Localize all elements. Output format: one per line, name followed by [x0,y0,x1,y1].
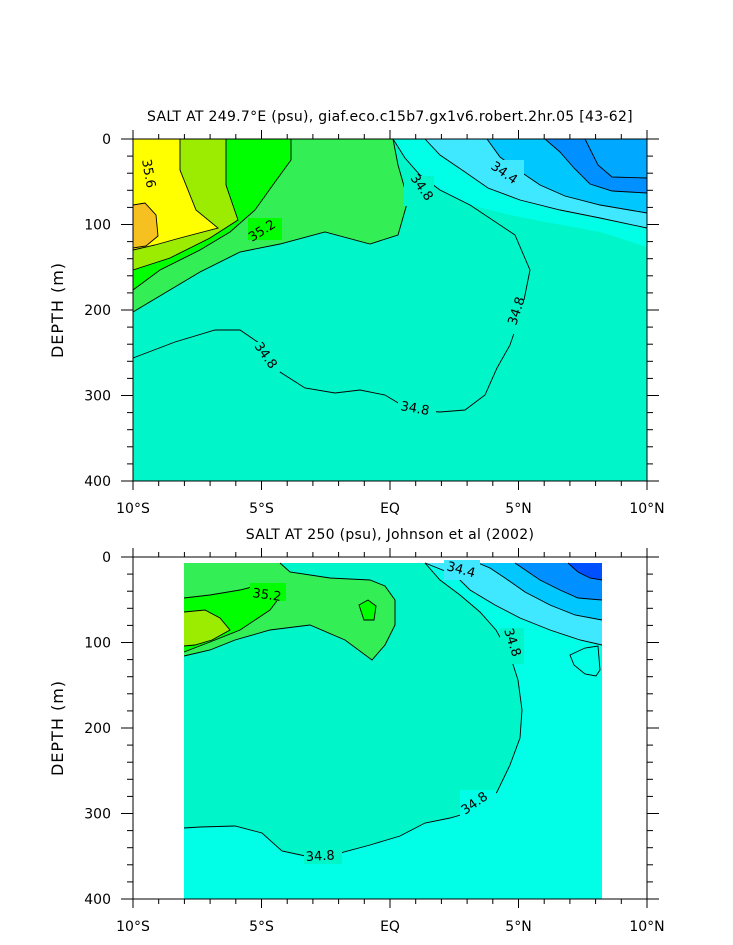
top-band-35.8 [133,203,158,248]
y-tick-label: 0 [102,132,111,148]
top-panel-fills [133,139,647,481]
y-tick-label: 400 [84,892,111,908]
y-tick-label: 300 [84,389,111,405]
top-band-33.8 [585,139,647,178]
x-tick-label: 5°S [249,501,274,517]
x-tick-label: 10°N [629,501,664,517]
bottom-panel-contour-labels: 35.2 34.4 34.8 34.8 34.8 [250,559,524,865]
bottom-band-35.4 [184,610,230,646]
y-tick-label: 400 [84,474,111,490]
y-tick-label: 200 [84,303,111,319]
bottom-band-34.6-lower [184,563,602,899]
x-tick-label: 10°S [116,919,150,935]
bottom-panel-ylabel: DEPTH (m) [48,680,67,776]
bottom-band-34.6-blob [570,646,600,676]
x-tick-label: 10°S [116,501,150,517]
y-tick-label: 100 [84,218,111,234]
y-tick-label: 0 [102,550,111,566]
x-tick-label: 10°N [629,919,664,935]
bottom-band-35.0 [184,563,395,660]
bottom-panel-title: SALT AT 250 (psu), Johnson et al (2002) [246,527,535,543]
contour-label-35.2: 35.2 [251,586,282,605]
x-tick-label: 5°N [505,919,531,935]
contour-label-34.4: 34.4 [445,559,477,581]
x-tick-label: 5°S [249,919,274,935]
bottom-band-35.2-spot [359,600,376,620]
contour-label-34.8-d: 34.8 [399,399,430,419]
bottom-band-33.8 [568,563,602,580]
y-tick-label: 100 [84,636,111,652]
top-panel-contour-labels: 35.6 35.2 34.8 34.8 34.8 34.8 34.4 [136,158,534,419]
contour-label-35.6: 35.6 [138,158,158,189]
y-tick-label: 200 [84,721,111,737]
y-tick-label: 300 [84,807,111,823]
bottom-panel-fills [184,563,602,899]
contour-label-34.8-c: 34.8 [305,848,335,864]
x-tick-label: EQ [380,501,400,517]
top-panel-ticks: 10°S 5°S EQ 5°N 10°N 0 100 200 300 400 [84,130,665,517]
x-tick-label: 5°N [505,501,531,517]
bottom-panel-ticks: 10°S 5°S EQ 5°N 10°N 0 100 200 300 400 [84,548,665,935]
top-panel-ylabel: DEPTH (m) [48,262,67,358]
x-tick-label: EQ [380,919,400,935]
top-panel-title: SALT AT 249.7°E (psu), giaf.eco.c15b7.gx… [147,109,633,125]
